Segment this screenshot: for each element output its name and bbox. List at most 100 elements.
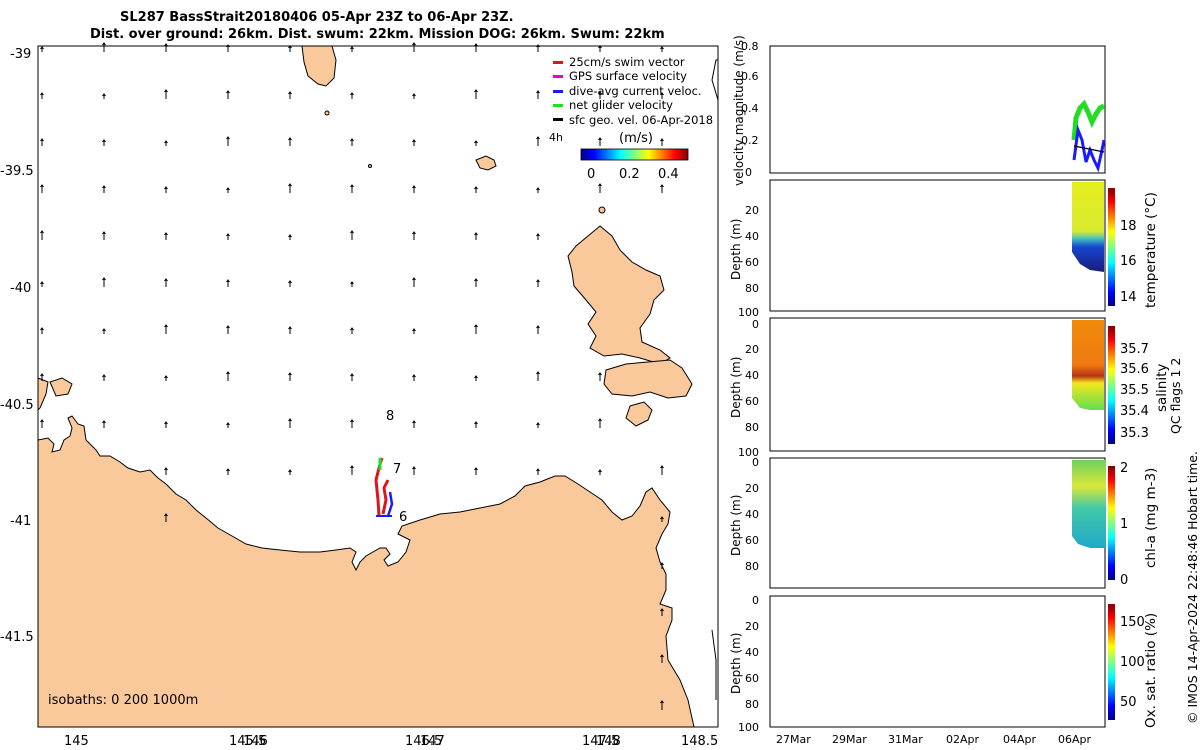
velocity-arrow	[474, 324, 478, 334]
velocity-arrow	[40, 327, 44, 334]
x-tick-label: 145.5	[229, 734, 266, 749]
velocity-arrow	[474, 375, 478, 381]
y-tick-label: 40	[745, 230, 759, 243]
y-tick-label: 0	[745, 166, 752, 179]
velocity-arrow	[164, 140, 168, 146]
velocity-arrow	[288, 280, 292, 287]
velocity-arrow	[40, 230, 44, 240]
velocity-arrow	[164, 421, 168, 428]
y-tick-label: 0	[752, 594, 759, 607]
cbar-tick-label: 50	[1120, 695, 1137, 710]
cbar-tick-label: 35.7	[1120, 342, 1149, 357]
velocity-arrow	[412, 42, 416, 52]
salinity-panel: 0 20 40 60 80 100 35.3 35.4 35.5 35.6 35…	[738, 317, 1149, 459]
x-tick-label: 148.5	[681, 734, 718, 749]
salinity-section	[1072, 320, 1104, 410]
colorbar-tick: 0.4	[658, 167, 679, 182]
velocity-arrow	[350, 184, 354, 193]
velocity-arrow	[474, 421, 478, 428]
x-tick-label: 148	[596, 734, 621, 749]
velocity-arrow	[288, 326, 292, 334]
velocity-arrow	[474, 186, 478, 193]
y-tick-label: -39	[10, 47, 31, 62]
velocity-arrow	[412, 231, 416, 240]
cbar-tick-label: 18	[1120, 219, 1137, 234]
chla-cbar-label: chl-a (mg m-3)	[1143, 467, 1159, 568]
legend-entry: GPS surface velocity	[553, 69, 713, 83]
velocity-arrow	[164, 186, 168, 193]
x-tick-label: 147.5	[582, 734, 619, 749]
velocity-arrow	[474, 232, 478, 240]
three-hummock-island	[49, 377, 73, 397]
temperature-panel: 20 40 60 80 100 14 16 18	[738, 179, 1137, 319]
legend-entry: net glider velocity	[553, 98, 713, 112]
velocity-arrow	[660, 184, 664, 193]
velocity-arrow	[164, 513, 168, 522]
net-glider-velocity-series	[1071, 99, 1106, 141]
velocity-arrow	[536, 136, 540, 146]
qc-flags-label: QC flags 1 2	[1168, 357, 1183, 434]
velocity-arrow	[288, 418, 292, 428]
velocity-arrow	[40, 46, 44, 52]
chla-colorbar	[1108, 466, 1115, 580]
velocity-arrow	[536, 468, 540, 475]
legend-label: 25cm/s swim vector	[569, 55, 685, 69]
velocity-arrow	[226, 279, 230, 287]
y-tick-label: 40	[745, 646, 759, 659]
velocity-arrow	[102, 139, 106, 146]
y-tick-label: 100	[738, 446, 759, 459]
velocity-arrow	[164, 467, 168, 475]
map-x-axis: 145 145.5 146 146.5 147 147.5 148 148.5	[64, 734, 718, 749]
velocity-arrow	[474, 89, 478, 99]
velocity-arrow	[412, 466, 416, 475]
deal-island	[475, 155, 497, 171]
velocity-arrow	[412, 139, 416, 146]
y-tick-label: 40	[745, 369, 759, 382]
dive-avg-current-series	[1072, 124, 1106, 173]
velocity-arrow	[350, 46, 354, 52]
velocity-arrow	[598, 372, 602, 381]
velocity-arrow	[102, 93, 106, 99]
cbar-tick-label: 2	[1120, 461, 1128, 476]
y-tick-label: -39.5	[0, 164, 34, 179]
map-panel: 8 7 6 4h (m/s) 0 0.2 0.4 isobaths: 0 200…	[0, 42, 719, 749]
velocity-arrow	[226, 325, 230, 334]
legend-label: sfc geo. vel. 06-Apr-2018	[569, 112, 714, 127]
velocity-arrow	[226, 422, 230, 428]
vector-time-label: 4h	[549, 131, 563, 144]
cbar-tick-label: 150	[1120, 615, 1145, 630]
y-tick-label: 20	[745, 204, 759, 217]
time-tick-label: 02Apr	[946, 733, 980, 746]
plot-title-line1: SL287 BassStrait20180406 05-Apr 23Z to 0…	[120, 10, 514, 25]
cbar-tick-label: 35.3	[1120, 426, 1149, 441]
y-tick-label: 0.6	[741, 70, 759, 83]
velocity-arrow	[350, 373, 354, 381]
legend-label: net glider velocity	[569, 98, 673, 113]
legend-entry: dive-avg current veloc.	[553, 84, 713, 98]
cbar-tick-label: 14	[1120, 290, 1137, 305]
x-tick-label: 145	[64, 734, 89, 749]
velocity-arrow	[660, 700, 664, 710]
velocity-arrow	[102, 328, 106, 334]
y-tick-label: 100	[738, 306, 759, 319]
y-tick-label: -40	[10, 281, 31, 296]
velocity-arrow	[598, 183, 602, 193]
velocity-arrow	[102, 42, 106, 52]
legend-label: dive-avg current veloc.	[569, 83, 702, 98]
velocity-arrow	[164, 324, 168, 334]
time-tick-label: 27Mar	[776, 733, 811, 746]
legend-entry: sfc geo. vel. 06-Apr-2018	[553, 113, 713, 127]
velocity-arrow	[660, 516, 664, 522]
velocity-axes	[769, 45, 1106, 174]
velocity-arrow	[102, 185, 106, 193]
small-island	[324, 110, 330, 116]
velocity-arrow	[288, 469, 292, 475]
legend-swatch	[553, 103, 563, 107]
track-hour-label: 6	[399, 510, 407, 525]
legend-entry: 25cm/s swim vector	[553, 55, 713, 69]
y-tick-label: -41.5	[0, 630, 34, 645]
flinders-island	[567, 225, 671, 365]
velocity-arrow	[226, 136, 230, 146]
velocity-arrow	[350, 419, 354, 428]
velocity-arrow	[412, 93, 416, 99]
